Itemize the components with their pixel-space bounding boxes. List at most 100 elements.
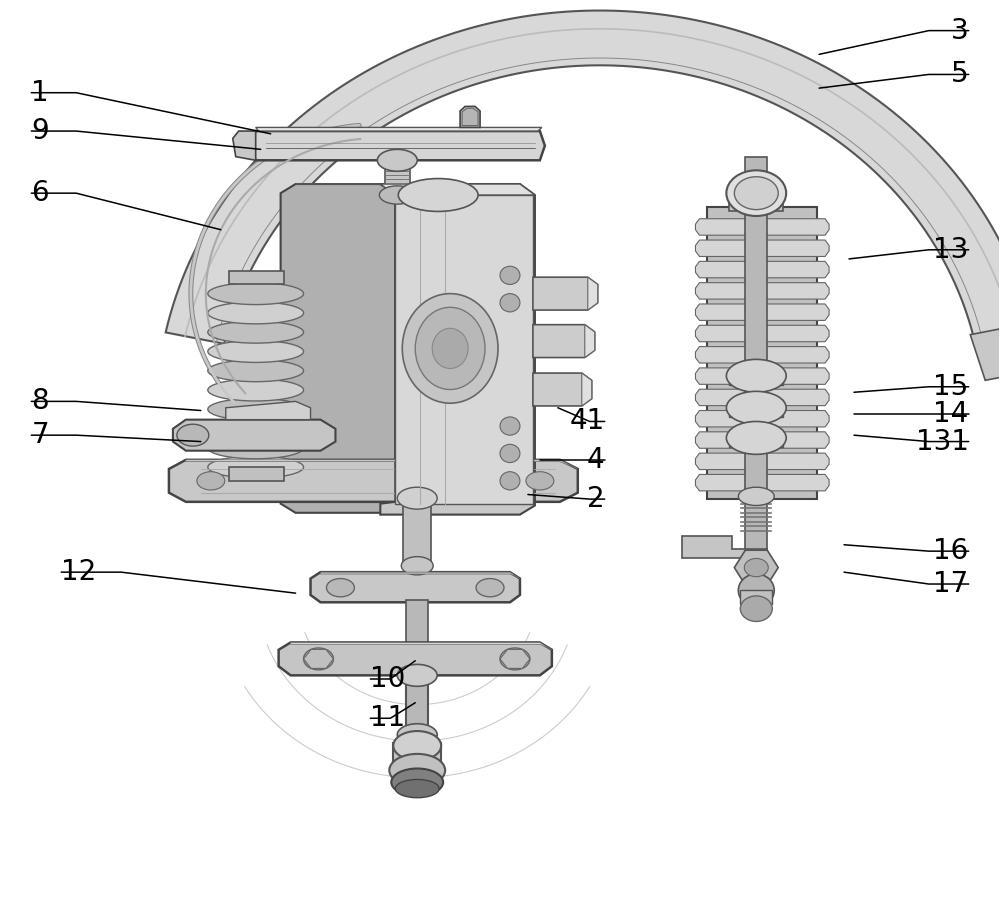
Ellipse shape [500, 417, 520, 435]
Polygon shape [533, 324, 595, 357]
Polygon shape [186, 460, 578, 469]
Polygon shape [695, 240, 829, 256]
Text: 12: 12 [61, 558, 96, 586]
Text: 2: 2 [587, 485, 605, 513]
Ellipse shape [208, 437, 304, 459]
Text: 14: 14 [933, 400, 969, 428]
Ellipse shape [208, 283, 304, 305]
Polygon shape [695, 431, 829, 448]
Ellipse shape [208, 456, 304, 478]
Text: 16: 16 [933, 537, 969, 565]
Polygon shape [695, 453, 829, 470]
Ellipse shape [744, 559, 768, 577]
Ellipse shape [734, 177, 778, 210]
Polygon shape [279, 642, 552, 675]
Bar [729, 431, 783, 447]
Bar [707, 207, 817, 499]
Ellipse shape [208, 322, 304, 344]
Text: 131: 131 [916, 428, 969, 455]
Text: 3: 3 [951, 16, 969, 45]
Polygon shape [695, 283, 829, 300]
Ellipse shape [304, 648, 333, 670]
Bar [406, 600, 428, 645]
Ellipse shape [726, 359, 786, 392]
Polygon shape [695, 368, 829, 385]
Ellipse shape [397, 664, 437, 686]
Polygon shape [173, 420, 335, 451]
Ellipse shape [377, 149, 417, 171]
Bar [393, 743, 441, 769]
Polygon shape [166, 11, 1000, 344]
Ellipse shape [500, 444, 520, 463]
Polygon shape [695, 325, 829, 342]
Ellipse shape [476, 579, 504, 597]
Polygon shape [226, 401, 311, 420]
Polygon shape [695, 389, 829, 406]
Polygon shape [695, 474, 829, 491]
Polygon shape [533, 278, 598, 310]
Polygon shape [582, 373, 592, 406]
Bar [729, 368, 783, 385]
Bar [729, 191, 783, 212]
Ellipse shape [415, 308, 485, 389]
Polygon shape [291, 642, 552, 649]
Ellipse shape [402, 294, 498, 403]
Ellipse shape [397, 487, 437, 509]
Bar [229, 271, 284, 285]
Ellipse shape [740, 596, 772, 621]
Ellipse shape [500, 267, 520, 285]
Polygon shape [695, 346, 829, 363]
Text: 6: 6 [31, 180, 49, 207]
Text: 10: 10 [370, 665, 406, 693]
Ellipse shape [208, 379, 304, 401]
Ellipse shape [738, 487, 774, 506]
Bar [406, 674, 428, 736]
Ellipse shape [397, 724, 437, 746]
Text: 13: 13 [933, 235, 969, 264]
Ellipse shape [500, 648, 530, 670]
Polygon shape [304, 649, 333, 669]
Ellipse shape [395, 780, 439, 798]
Ellipse shape [738, 574, 774, 607]
Polygon shape [695, 261, 829, 278]
Ellipse shape [500, 472, 520, 490]
Ellipse shape [391, 769, 443, 796]
Ellipse shape [197, 472, 225, 490]
Polygon shape [320, 572, 520, 579]
Ellipse shape [393, 731, 441, 760]
Bar [745, 157, 767, 559]
Polygon shape [585, 324, 595, 357]
Ellipse shape [389, 754, 445, 787]
Polygon shape [695, 410, 829, 427]
Polygon shape [588, 278, 598, 310]
Polygon shape [233, 131, 256, 160]
Polygon shape [682, 536, 767, 559]
Text: 11: 11 [370, 704, 406, 732]
Polygon shape [296, 184, 535, 195]
Polygon shape [500, 649, 530, 669]
Ellipse shape [726, 170, 786, 216]
Ellipse shape [726, 421, 786, 454]
Polygon shape [460, 106, 480, 127]
Polygon shape [462, 108, 478, 125]
Ellipse shape [401, 557, 433, 575]
Text: 17: 17 [933, 570, 969, 598]
Text: 5: 5 [951, 60, 969, 89]
Ellipse shape [208, 341, 304, 363]
Polygon shape [311, 572, 520, 603]
Ellipse shape [526, 472, 554, 490]
Text: 7: 7 [31, 421, 49, 449]
Text: 41: 41 [569, 408, 605, 435]
Bar [395, 195, 533, 504]
Text: 15: 15 [933, 373, 969, 401]
Ellipse shape [726, 391, 786, 424]
Polygon shape [734, 551, 778, 585]
Bar [403, 496, 431, 568]
Ellipse shape [500, 294, 520, 311]
Polygon shape [970, 323, 1000, 380]
Polygon shape [256, 127, 542, 131]
Ellipse shape [177, 424, 209, 446]
Ellipse shape [208, 398, 304, 420]
Text: 8: 8 [31, 387, 49, 415]
Polygon shape [533, 373, 592, 406]
